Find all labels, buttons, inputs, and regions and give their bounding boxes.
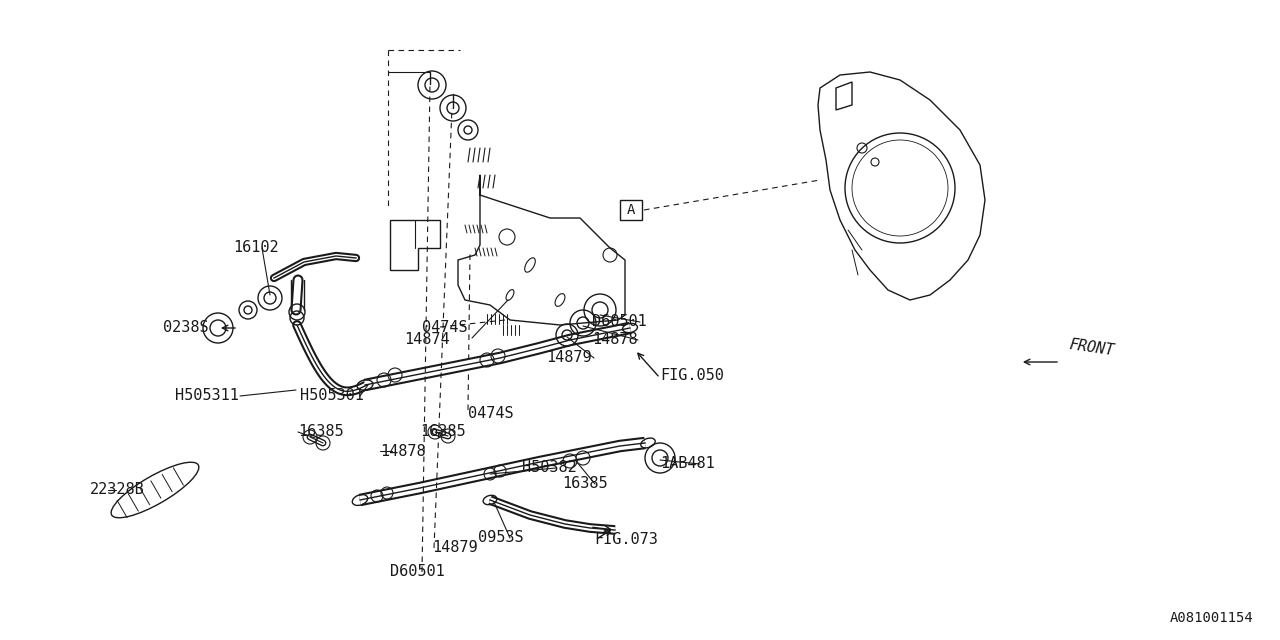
Text: H505311: H505311 <box>175 388 239 403</box>
Text: 16385: 16385 <box>420 424 466 440</box>
Text: H50382: H50382 <box>522 461 577 476</box>
Text: H505301: H505301 <box>300 388 364 403</box>
Text: 16385: 16385 <box>562 477 608 492</box>
Text: 22328B: 22328B <box>90 483 145 497</box>
Text: FIG.050: FIG.050 <box>660 369 724 383</box>
Text: 0474S: 0474S <box>422 319 467 335</box>
Text: 14878: 14878 <box>591 333 637 348</box>
Polygon shape <box>836 82 852 110</box>
Text: 14878: 14878 <box>380 444 426 458</box>
Polygon shape <box>458 175 625 325</box>
FancyBboxPatch shape <box>620 200 643 220</box>
Text: FIG.073: FIG.073 <box>594 532 658 547</box>
Text: 1AB481: 1AB481 <box>660 456 714 472</box>
Text: FRONT: FRONT <box>1068 337 1115 358</box>
Text: 14879: 14879 <box>547 351 591 365</box>
Text: 16102: 16102 <box>233 241 279 255</box>
Polygon shape <box>818 72 986 300</box>
Text: 16385: 16385 <box>298 424 343 440</box>
Text: 14879: 14879 <box>433 540 477 554</box>
Text: A081001154: A081001154 <box>1170 611 1253 625</box>
Text: D60501: D60501 <box>390 564 444 579</box>
Text: 0474S: 0474S <box>468 406 513 420</box>
Text: A: A <box>627 203 635 217</box>
Text: D60501: D60501 <box>591 314 646 330</box>
Text: 0953S: 0953S <box>477 531 524 545</box>
Polygon shape <box>390 220 440 270</box>
Text: 14874: 14874 <box>404 333 449 348</box>
Text: 0238S: 0238S <box>163 321 209 335</box>
